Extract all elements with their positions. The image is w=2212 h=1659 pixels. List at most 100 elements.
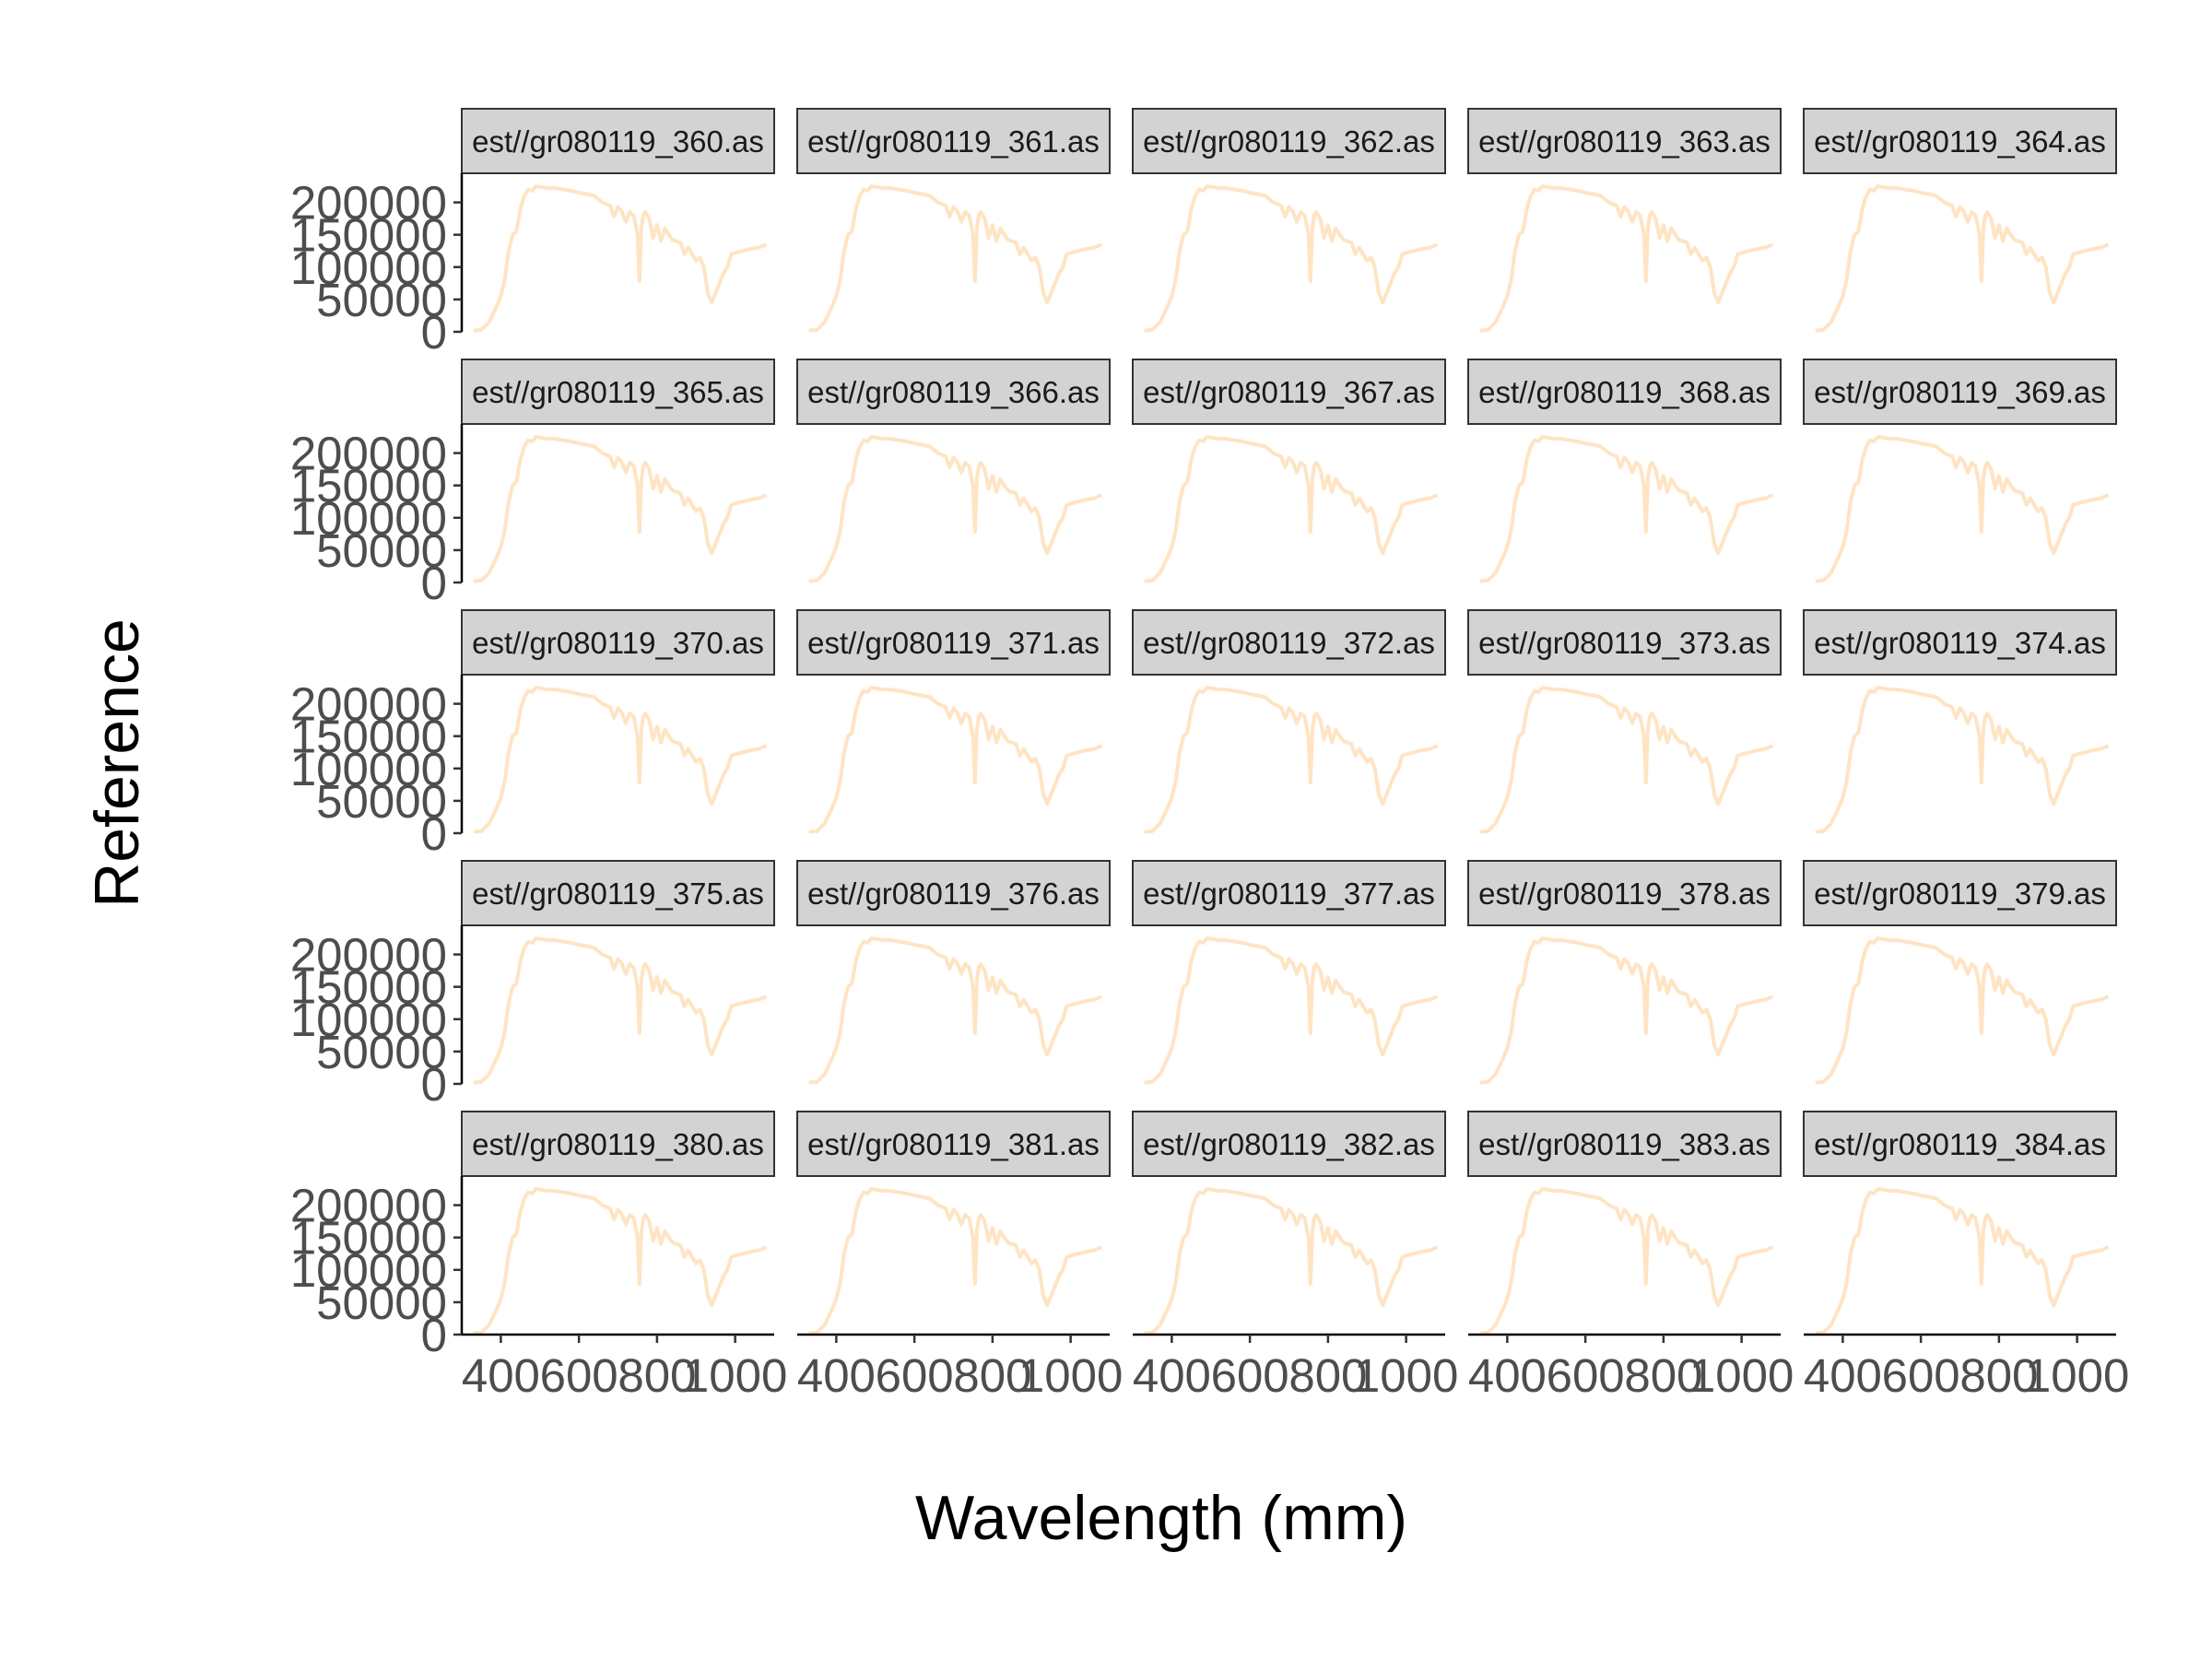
x-tick-label: 800 [1624, 1349, 1702, 1402]
strip-label: est//gr080119_365.as [472, 375, 764, 409]
facet-panel: est//gr080119_375.as [461, 860, 775, 1085]
spectrum-line [1144, 936, 1439, 1085]
strip-background [461, 359, 775, 425]
strip-label: est//gr080119_374.as [1814, 626, 2106, 660]
x-tick-label: 600 [1882, 1349, 1960, 1402]
spectrum-line [473, 1187, 768, 1335]
strip-background [1132, 860, 1446, 926]
strip-label: est//gr080119_363.as [1478, 124, 1771, 159]
y-tick-label: 0 [421, 1309, 447, 1361]
spectrum-line [808, 686, 1103, 834]
strip-label: est//gr080119_361.as [807, 124, 1100, 159]
strip-label: est//gr080119_378.as [1478, 877, 1771, 911]
x-tick-label: 800 [953, 1349, 1031, 1402]
x-tick-label: 400 [797, 1349, 876, 1402]
strip-label: est//gr080119_379.as [1814, 877, 2106, 911]
y-axis-title: Reference [82, 618, 152, 908]
y-tick-label: 50000 [316, 1277, 447, 1329]
spectrum-line [1815, 686, 2110, 834]
spectrum-line [1479, 686, 1774, 834]
strip-label: est//gr080119_377.as [1143, 877, 1435, 911]
x-tick-label: 400 [1468, 1349, 1547, 1402]
strip-label: est//gr080119_376.as [807, 877, 1100, 911]
x-tick-label: 800 [1288, 1349, 1367, 1402]
facet-panel: est//gr080119_364.as [1803, 108, 2117, 333]
strip-background [796, 108, 1111, 174]
facet-panel: est//gr080119_361.as [796, 108, 1111, 333]
x-tick-label: 400 [1133, 1349, 1211, 1402]
y-tick-label: 200000 [290, 678, 447, 731]
strip-background [1803, 1111, 2117, 1177]
strip-background [1803, 108, 2117, 174]
spectrum-line [1815, 184, 2110, 333]
strip-label: est//gr080119_384.as [1814, 1127, 2106, 1161]
x-tick-label: 1000 [1018, 1349, 1123, 1402]
spectrum-line [808, 435, 1103, 583]
y-tick-label: 50000 [316, 524, 447, 577]
strip-background [1467, 108, 1782, 174]
spectrum-line [808, 936, 1103, 1085]
y-tick-label: 200000 [290, 177, 447, 229]
strip-label: est//gr080119_366.as [807, 375, 1100, 409]
facet-panel: est//gr080119_373.as [1467, 609, 1782, 834]
spectrum-line [808, 1187, 1103, 1335]
spectrum-line [1815, 936, 2110, 1085]
spectrum-line [1144, 435, 1439, 583]
strip-background [1803, 359, 2117, 425]
y-tick-label: 50000 [316, 274, 447, 326]
strip-background [461, 609, 775, 676]
y-tick-label: 150000 [290, 1212, 447, 1265]
x-tick-label: 600 [1547, 1349, 1625, 1402]
x-tick-label: 1000 [1689, 1349, 1794, 1402]
panels-layer: est//gr080119_360.as est//gr080119_361.as… [461, 108, 2117, 1335]
strip-background [796, 609, 1111, 676]
strip-background [1467, 860, 1782, 926]
facet-panel: est//gr080119_379.as [1803, 860, 2117, 1085]
x-tick-label: 600 [1211, 1349, 1289, 1402]
facet-panel: est//gr080119_382.as [1132, 1111, 1446, 1335]
x-tick-label: 800 [618, 1349, 696, 1402]
spectrum-line [473, 936, 768, 1085]
facet-panel: est//gr080119_383.as [1467, 1111, 1782, 1335]
strip-background [796, 359, 1111, 425]
y-tick-label: 200000 [290, 1180, 447, 1232]
strip-label: est//gr080119_367.as [1143, 375, 1435, 409]
facet-panel: est//gr080119_367.as [1132, 359, 1446, 583]
spectrum-line [1479, 184, 1774, 333]
facet-panel: est//gr080119_381.as [796, 1111, 1111, 1335]
facet-panel: est//gr080119_371.as [796, 609, 1111, 834]
y-tick-label: 150000 [290, 460, 447, 512]
strip-label: est//gr080119_375.as [472, 877, 764, 911]
spectrum-line [473, 686, 768, 834]
strip-background [796, 860, 1111, 926]
y-tick-label: 0 [421, 557, 447, 609]
strip-label: est//gr080119_371.as [807, 626, 1100, 660]
y-tick-label: 150000 [290, 961, 447, 1014]
y-tick-label: 0 [421, 807, 447, 860]
x-tick-label: 400 [462, 1349, 540, 1402]
strip-background [1132, 108, 1446, 174]
facet-panel: est//gr080119_366.as [796, 359, 1111, 583]
y-tick-label: 200000 [290, 929, 447, 982]
spectrum-line [1479, 936, 1774, 1085]
strip-background [1467, 359, 1782, 425]
x-tick-label: 600 [876, 1349, 954, 1402]
strip-label: est//gr080119_370.as [472, 626, 764, 660]
strip-label: est//gr080119_368.as [1478, 375, 1771, 409]
facet-panel: est//gr080119_360.as [461, 108, 775, 333]
strip-background [796, 1111, 1111, 1177]
spectrum-line [1479, 435, 1774, 583]
y-tick-label: 0 [421, 1058, 447, 1111]
y-tick-label: 100000 [290, 994, 447, 1046]
strip-label: est//gr080119_362.as [1143, 124, 1435, 159]
spectrum-line [808, 184, 1103, 333]
strip-label: est//gr080119_364.as [1814, 124, 2106, 159]
strip-background [461, 860, 775, 926]
spectrum-line [1815, 1187, 2110, 1335]
x-tick-label: 1000 [1354, 1349, 1458, 1402]
facet-panel: est//gr080119_372.as [1132, 609, 1446, 834]
strip-background [1132, 1111, 1446, 1177]
facet-panel: est//gr080119_370.as [461, 609, 775, 834]
y-tick-label: 0 [421, 306, 447, 359]
facet-panel: est//gr080119_377.as [1132, 860, 1446, 1085]
